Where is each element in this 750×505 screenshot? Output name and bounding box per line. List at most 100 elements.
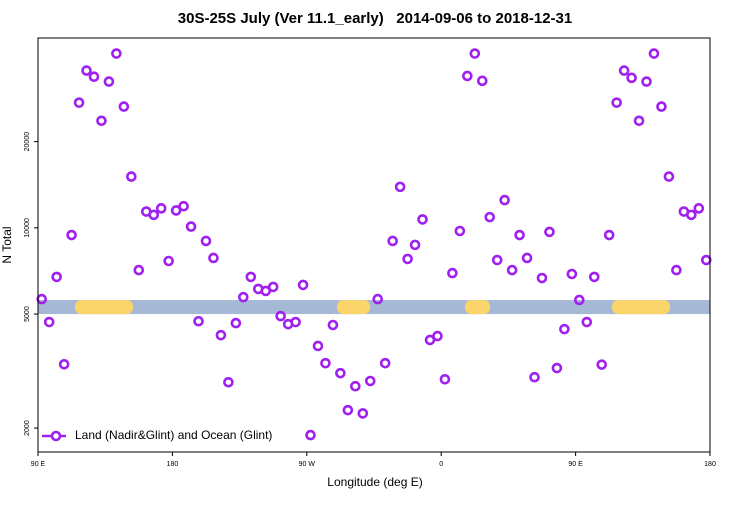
band-highlight bbox=[336, 300, 370, 315]
data-point bbox=[103, 76, 115, 87]
data-point bbox=[327, 319, 339, 331]
y-tick-label: 10000 bbox=[24, 218, 31, 238]
data-point bbox=[290, 316, 301, 328]
data-point bbox=[81, 65, 92, 76]
data-point bbox=[551, 362, 563, 374]
data-point bbox=[402, 253, 413, 265]
data-point bbox=[230, 317, 242, 329]
band-highlight bbox=[75, 300, 133, 315]
data-point bbox=[462, 70, 473, 82]
data-point bbox=[260, 285, 272, 297]
data-point bbox=[633, 115, 645, 127]
data-point bbox=[648, 48, 660, 59]
data-point bbox=[544, 226, 555, 238]
data-point bbox=[148, 209, 160, 221]
y-tick-label: 20000 bbox=[24, 132, 31, 152]
data-point bbox=[305, 429, 316, 441]
x-tick-label: 90 W bbox=[299, 461, 316, 468]
data-point bbox=[73, 97, 85, 108]
data-point bbox=[66, 229, 77, 241]
data-point bbox=[693, 203, 705, 214]
chart-title: 30S-25S July (Ver 11.1_early) 2014-09-06… bbox=[178, 10, 572, 27]
x-tick-label: 0 bbox=[439, 461, 443, 468]
data-point bbox=[387, 235, 398, 247]
data-point bbox=[312, 340, 324, 352]
data-point bbox=[611, 97, 622, 108]
data-point bbox=[394, 181, 406, 193]
data-point bbox=[200, 235, 212, 247]
x-tick-label: 90 E bbox=[568, 461, 583, 468]
data-point bbox=[118, 101, 130, 112]
x-tick-label: 90 E bbox=[31, 461, 46, 468]
y-tick-label: 2000 bbox=[24, 420, 31, 436]
data-point bbox=[178, 200, 189, 212]
data-point bbox=[417, 214, 428, 225]
data-point bbox=[238, 291, 249, 303]
data-point bbox=[521, 252, 533, 264]
data-point bbox=[671, 264, 682, 276]
data-point bbox=[663, 171, 675, 182]
data-point bbox=[499, 194, 510, 206]
data-point bbox=[111, 48, 122, 59]
data-point bbox=[88, 71, 100, 83]
data-point bbox=[566, 268, 578, 280]
data-point bbox=[447, 267, 458, 279]
data-point bbox=[559, 323, 570, 335]
data-point bbox=[335, 367, 346, 379]
data-point bbox=[58, 358, 70, 370]
data-point bbox=[163, 255, 174, 267]
data-point bbox=[275, 310, 286, 322]
data-point bbox=[51, 271, 62, 283]
data-point bbox=[215, 329, 227, 341]
data-point bbox=[574, 294, 585, 306]
data-point bbox=[155, 203, 167, 214]
data-point bbox=[469, 48, 481, 59]
data-point bbox=[379, 357, 391, 369]
data-point bbox=[372, 293, 384, 305]
data-point bbox=[96, 115, 107, 127]
data-point bbox=[297, 279, 309, 291]
data-point bbox=[432, 330, 443, 342]
data-point bbox=[514, 229, 525, 241]
data-point bbox=[193, 315, 204, 327]
band-highlight bbox=[612, 300, 670, 315]
data-point bbox=[342, 404, 354, 416]
data-point bbox=[491, 254, 503, 266]
data-point bbox=[43, 316, 55, 328]
data-point bbox=[267, 281, 279, 293]
data-point bbox=[529, 371, 540, 383]
data-point bbox=[596, 359, 608, 370]
band bbox=[38, 300, 710, 315]
data-point bbox=[603, 229, 615, 241]
data-point bbox=[454, 225, 466, 237]
data-point bbox=[439, 373, 451, 385]
y-tick-label: 5000 bbox=[24, 306, 31, 322]
data-point bbox=[357, 408, 369, 419]
x-tick-label: 180 bbox=[704, 461, 716, 468]
data-point bbox=[476, 75, 488, 87]
data-point bbox=[536, 272, 548, 284]
legend-label: Land (Nadir&Glint) and Ocean (Glint) bbox=[75, 428, 272, 442]
data-point bbox=[208, 252, 219, 264]
data-point bbox=[626, 72, 637, 84]
data-point bbox=[588, 271, 600, 283]
data-point bbox=[350, 380, 361, 392]
data-point bbox=[170, 205, 182, 216]
data-point bbox=[245, 271, 257, 283]
data-point bbox=[223, 376, 234, 388]
data-point bbox=[484, 211, 496, 223]
band-highlight bbox=[464, 300, 491, 315]
data-point bbox=[656, 101, 667, 112]
data-point bbox=[409, 239, 421, 251]
data-point bbox=[686, 209, 697, 221]
x-axis-label: Longitude (deg E) bbox=[327, 475, 422, 489]
data-point bbox=[581, 316, 593, 328]
y-axis-label: N Total bbox=[0, 226, 14, 263]
data-point bbox=[320, 357, 331, 369]
data-point bbox=[133, 264, 145, 276]
plot-frame bbox=[37, 37, 711, 453]
data-point bbox=[364, 375, 376, 387]
data-point bbox=[126, 171, 137, 182]
